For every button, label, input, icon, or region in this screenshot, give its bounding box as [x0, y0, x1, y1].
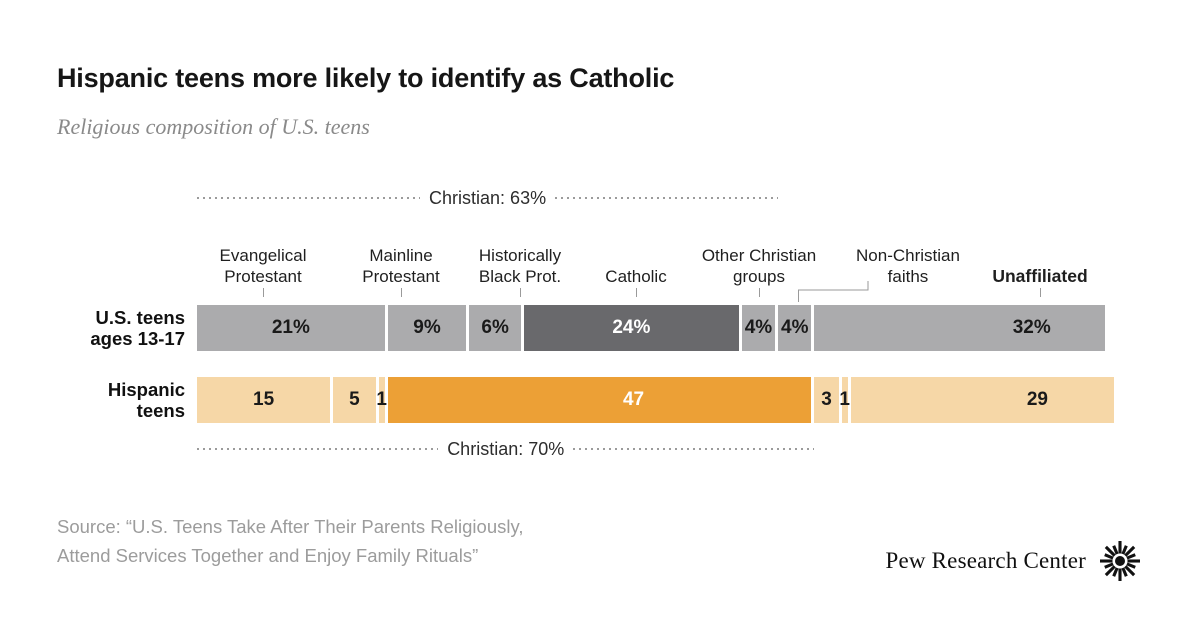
tick-mark: [636, 288, 637, 297]
tick-mark: [1040, 288, 1041, 297]
category-label: Non-Christian faiths: [856, 246, 960, 286]
bar-segment: 3: [814, 377, 839, 423]
tick-mark: [759, 288, 760, 297]
bracket-dotted-line: [555, 197, 779, 199]
pew-sunburst-icon: [1100, 541, 1140, 581]
value-label: 6%: [481, 317, 509, 338]
bar-segment: 9%: [387, 305, 467, 351]
value-label: 24%: [612, 317, 651, 338]
bar-segment: 29: [850, 377, 1115, 423]
bar-segment: 21%: [197, 305, 385, 351]
bar-segment: 24%: [523, 305, 739, 351]
bar-segment: 32%: [814, 305, 1105, 351]
value-label: 29: [1026, 389, 1048, 410]
tick-mark: [401, 288, 402, 297]
value-label: 47: [622, 389, 645, 410]
source-note: Source: “U.S. Teens Take After Their Par…: [57, 512, 524, 570]
value-label: 1: [839, 389, 850, 410]
bracket-label: Christian: 63%: [429, 187, 547, 208]
bar-segment: 15: [197, 377, 331, 423]
bracket-dotted-line: [573, 448, 815, 450]
christian-bracket-below: Christian: 70%: [197, 438, 815, 460]
tick-mark: [263, 288, 264, 297]
bar-segment: 4%: [778, 305, 812, 351]
value-label: 4%: [781, 317, 809, 338]
bracket-dotted-line: [197, 197, 421, 199]
pew-logo: Pew Research Center: [885, 538, 1143, 584]
value-label: 5: [349, 389, 360, 410]
row-label: U.S. teens ages 13-17: [90, 307, 185, 349]
value-label: 1: [376, 389, 387, 410]
pew-logo-wordmark: Pew Research Center: [885, 548, 1086, 573]
category-label: Unaffiliated: [992, 266, 1088, 286]
value-label: 32%: [1012, 317, 1051, 338]
category-label: Historically Black Prot.: [478, 246, 562, 286]
bracket-label: Christian: 70%: [447, 438, 565, 459]
christian-bracket-above: Christian: 63%: [197, 187, 779, 209]
bar-segment: 4%: [741, 305, 776, 351]
elbow-connector: [798, 281, 869, 302]
page-title: Hispanic teens more likely to identify a…: [57, 63, 675, 93]
bar-segment: 5: [333, 377, 376, 423]
value-label: 15: [253, 389, 275, 410]
value-label: 4%: [744, 317, 773, 338]
value-label: 21%: [271, 317, 310, 338]
bar-segment: 47: [387, 377, 812, 423]
category-labels: Evangelical Protestant Mainline Protestan…: [0, 230, 1200, 287]
bracket-dotted-line: [197, 448, 439, 450]
tick-mark: [520, 288, 521, 297]
category-label: Mainline Protestant: [362, 246, 440, 286]
category-label: Evangelical Protestant: [219, 246, 307, 286]
category-label: Catholic: [605, 267, 667, 286]
value-label: 3: [821, 389, 832, 410]
bar-segment: 1: [839, 377, 850, 423]
category-label: Other Christian groups: [701, 246, 817, 286]
bar-segment: 6%: [469, 305, 521, 351]
chart-subtitle: Religious composition of U.S. teens: [57, 114, 370, 139]
source-line-1: Source: “U.S. Teens Take After Their Par…: [57, 516, 524, 537]
value-label: 9%: [413, 317, 441, 338]
row-label: Hispanic teens: [107, 379, 185, 421]
source-line-2: Attend Services Together and Enjoy Famil…: [57, 545, 479, 566]
bar-segment: 1: [376, 377, 387, 423]
